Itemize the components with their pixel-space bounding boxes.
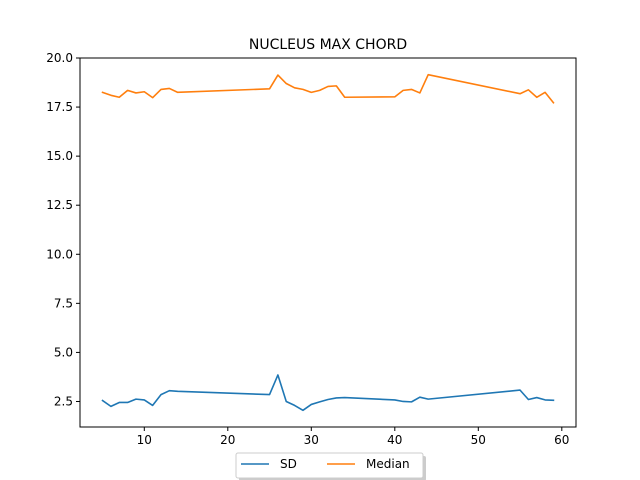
y-tick-label: 17.5 [46, 100, 73, 114]
legend-frame [235, 452, 424, 479]
plot-frame [79, 57, 577, 428]
plot-area: 10 20 30 40 50 60 2.5 5.0 7.5 10.0 12.5 15.0 17.5 20.… [46, 51, 569, 447]
series-line-median [101, 73, 555, 104]
y-tick-label: 15.0 [46, 149, 73, 163]
y-tick-label: 10.0 [46, 247, 73, 261]
y-tick-label: 12.5 [46, 198, 73, 212]
legend: SD Median [235, 452, 426, 480]
y-tick-label: 7.5 [54, 296, 73, 310]
y-tick-label: 20.0 [46, 51, 73, 65]
chart-title: NUCLEUS MAX CHORD [249, 37, 407, 53]
x-tick-label: 40 [387, 433, 402, 447]
x-tick-label: 50 [471, 433, 486, 447]
x-tick-label: 20 [220, 433, 235, 447]
x-tick-label: 30 [304, 433, 319, 447]
y-tick-label: 2.5 [54, 394, 73, 408]
x-tick-label: 60 [554, 433, 569, 447]
legend-label-median: Median [366, 457, 410, 471]
legend-label-sd: SD [280, 457, 297, 471]
series-line-sd [101, 374, 555, 412]
x-tick-label: 10 [137, 433, 152, 447]
y-tick-label: 5.0 [54, 345, 73, 359]
